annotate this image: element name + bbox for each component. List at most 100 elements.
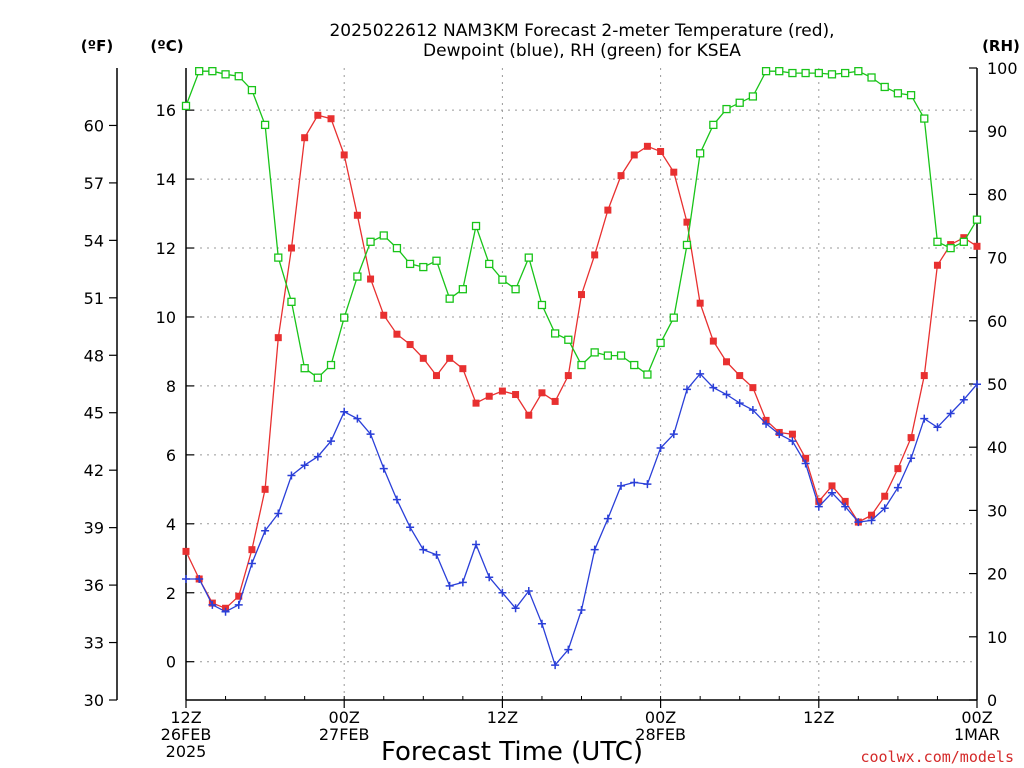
time-tick-label: 26FEB	[161, 725, 212, 744]
rh-point	[682, 240, 692, 250]
time-tick-label: 2025	[166, 742, 207, 761]
axes	[116, 68, 978, 701]
temperature-point	[630, 151, 638, 159]
rh-tick-label: 0	[987, 691, 997, 710]
dewpoint-point	[775, 430, 784, 439]
temperature-point	[578, 291, 585, 299]
dewpoint-point	[617, 481, 626, 490]
rh-point	[735, 98, 744, 107]
tick-labels: 0 2 4 6 8 10 12 14 16 30 33 36 39 42 45 48 51 54 57 60 0 10 20…	[84, 59, 1018, 761]
temperature-point	[696, 299, 704, 307]
temperature-point	[419, 354, 427, 362]
rh-point	[775, 67, 784, 76]
temperature-point	[446, 354, 454, 362]
temperature-point	[406, 341, 414, 349]
temperature-point	[274, 334, 282, 342]
rh-point	[366, 237, 375, 246]
rh-tick-label: 10	[987, 628, 1007, 647]
dewpoint-point	[959, 395, 968, 404]
rh-tick-label: 100	[987, 59, 1018, 78]
dewpoint-point	[551, 661, 560, 670]
rh-point	[471, 221, 481, 231]
rh-point	[485, 259, 494, 269]
rh-tick-label: 20	[987, 565, 1007, 584]
dewpoint-point	[564, 645, 573, 654]
temperature-point	[353, 211, 361, 219]
temperature-point	[393, 330, 401, 338]
chart-title-line1: 2025022612 NAM3KM Forecast 2-meter Tempe…	[329, 21, 834, 41]
dewpoint-point	[313, 452, 322, 461]
rh-point	[933, 237, 942, 246]
rh-tick-label: 50	[987, 375, 1007, 394]
rh-point	[392, 243, 402, 253]
temperature-point	[788, 430, 796, 438]
rh-point	[458, 285, 468, 294]
dewpoint-point	[748, 406, 757, 415]
rh-point	[590, 348, 599, 357]
rh-point	[748, 92, 758, 101]
temperature-point	[933, 261, 941, 269]
rh-point	[287, 297, 296, 306]
temperature-point	[301, 134, 309, 142]
temperature-point	[841, 497, 849, 505]
fahrenheit-tick-label: 39	[84, 519, 104, 538]
dewpoint-point	[458, 578, 467, 587]
dewpoint-point	[208, 600, 217, 609]
rh-point	[616, 351, 626, 360]
rh-point	[893, 89, 903, 98]
rh-point	[340, 313, 349, 322]
temperature-point	[498, 387, 506, 395]
celsius-unit-label: (ºC)	[150, 37, 183, 55]
rh-point	[274, 253, 283, 262]
rh-tick-label: 70	[987, 249, 1007, 268]
celsius-tick-label: 14	[156, 170, 176, 189]
temperature-point	[235, 592, 243, 600]
rh-point	[603, 351, 613, 360]
fahrenheit-tick-label: 36	[84, 576, 104, 595]
rh-point	[696, 149, 705, 158]
dewpoint-point	[880, 504, 889, 513]
gridlines	[186, 68, 977, 700]
temperature-point	[287, 244, 295, 252]
dewpoint-point	[854, 518, 863, 527]
dewpoint-point	[722, 390, 731, 399]
temperature-point	[828, 482, 836, 490]
x-axis-label: Forecast Time (UTC)	[381, 737, 643, 767]
temperature-point	[604, 206, 612, 214]
data-series	[181, 67, 982, 670]
dewpoint-point	[933, 423, 942, 432]
rh-point	[353, 272, 362, 281]
rh-point	[181, 101, 191, 111]
temperature-point	[380, 311, 388, 319]
rh-point	[511, 285, 520, 294]
celsius-tick-label: 16	[156, 101, 176, 120]
dewpoint-point	[221, 607, 230, 616]
rh-point	[577, 360, 586, 370]
rh-point	[564, 335, 573, 344]
dewpoint-point	[406, 523, 415, 532]
dewpoint-point	[801, 459, 810, 468]
temperature-point	[815, 497, 823, 505]
rh-tick-label: 60	[987, 312, 1007, 331]
dewpoint-point	[841, 502, 850, 511]
rh-point	[722, 104, 731, 114]
dewpoint-point	[867, 516, 876, 525]
rh-point	[326, 360, 336, 370]
temperature-point	[749, 384, 757, 392]
rh-point	[405, 259, 415, 269]
dewpoint-point	[814, 502, 823, 511]
rh-point	[946, 243, 955, 253]
temperature-point	[261, 485, 269, 493]
dewpoint-point	[709, 383, 718, 392]
rh-unit-label: (RH)	[982, 37, 1020, 55]
rh-point	[959, 237, 968, 246]
dewpoint-point	[973, 380, 981, 389]
celsius-tick-label: 2	[166, 584, 176, 603]
rh-point	[260, 120, 270, 130]
dewpoint-point	[696, 369, 705, 378]
temperature-point	[657, 147, 665, 155]
dewpoint-point	[682, 385, 691, 394]
time-tick-label: 28FEB	[635, 725, 686, 744]
temperature-point	[723, 358, 731, 366]
